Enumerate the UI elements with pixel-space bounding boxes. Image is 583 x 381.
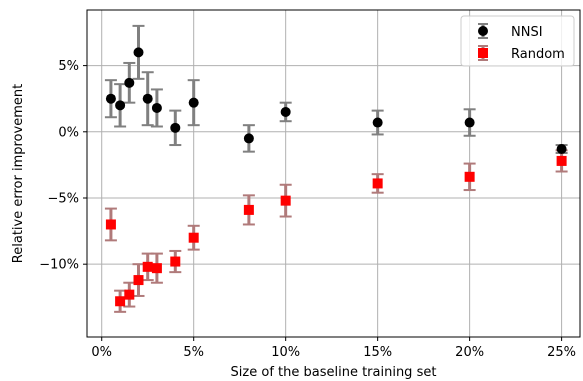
data-point <box>556 144 567 155</box>
legend-label: NNSI <box>511 25 543 40</box>
data-point <box>151 102 162 113</box>
data-point <box>170 256 181 267</box>
data-point <box>133 275 144 286</box>
data-point <box>188 232 199 243</box>
data-point <box>170 122 181 133</box>
data-point <box>142 93 153 104</box>
data-point <box>372 117 383 128</box>
error-bars <box>104 24 568 313</box>
x-tick-label: 20% <box>455 345 484 360</box>
y-tick-label: −10% <box>39 258 79 273</box>
y-axis-title: Relative error improvement <box>11 84 26 263</box>
data-point <box>372 178 383 189</box>
data-point <box>556 155 567 166</box>
y-tick-label: 0% <box>58 125 79 140</box>
data-point <box>243 204 254 215</box>
data-point <box>243 133 254 144</box>
data-point <box>115 100 126 111</box>
legend-marker <box>478 26 488 36</box>
x-tick-label: 25% <box>547 345 576 360</box>
data-point <box>133 47 144 58</box>
data-point <box>188 97 199 108</box>
axis-ticks: 0% 5% 10% 15% 20% 25% 5% 0% −5% −10% <box>39 59 576 360</box>
data-point <box>105 93 116 104</box>
x-axis-title: Size of the baseline training set <box>231 365 437 380</box>
legend: NNSI Random <box>460 15 575 67</box>
data-point <box>280 195 291 206</box>
legend-entry: NNSI <box>478 23 543 40</box>
legend-marker <box>478 48 488 58</box>
data-point <box>115 296 126 307</box>
data-point <box>151 263 162 274</box>
data-point <box>124 77 135 88</box>
x-tick-label: 0% <box>91 345 112 360</box>
data-markers <box>105 47 567 307</box>
legend-entry: Random <box>478 45 565 62</box>
data-point <box>464 171 475 182</box>
y-tick-label: −5% <box>47 191 79 206</box>
data-point <box>280 106 291 117</box>
data-point <box>464 117 475 128</box>
x-tick-label: 10% <box>271 345 300 360</box>
legend-label: Random <box>511 47 565 62</box>
legend-box <box>460 15 575 67</box>
data-point <box>142 261 153 272</box>
data-point <box>105 219 116 230</box>
data-point <box>124 289 135 300</box>
plot-area-frame <box>86 9 581 338</box>
x-tick-label: 5% <box>183 345 204 360</box>
y-tick-label: 5% <box>58 59 79 74</box>
x-tick-label: 15% <box>363 345 392 360</box>
